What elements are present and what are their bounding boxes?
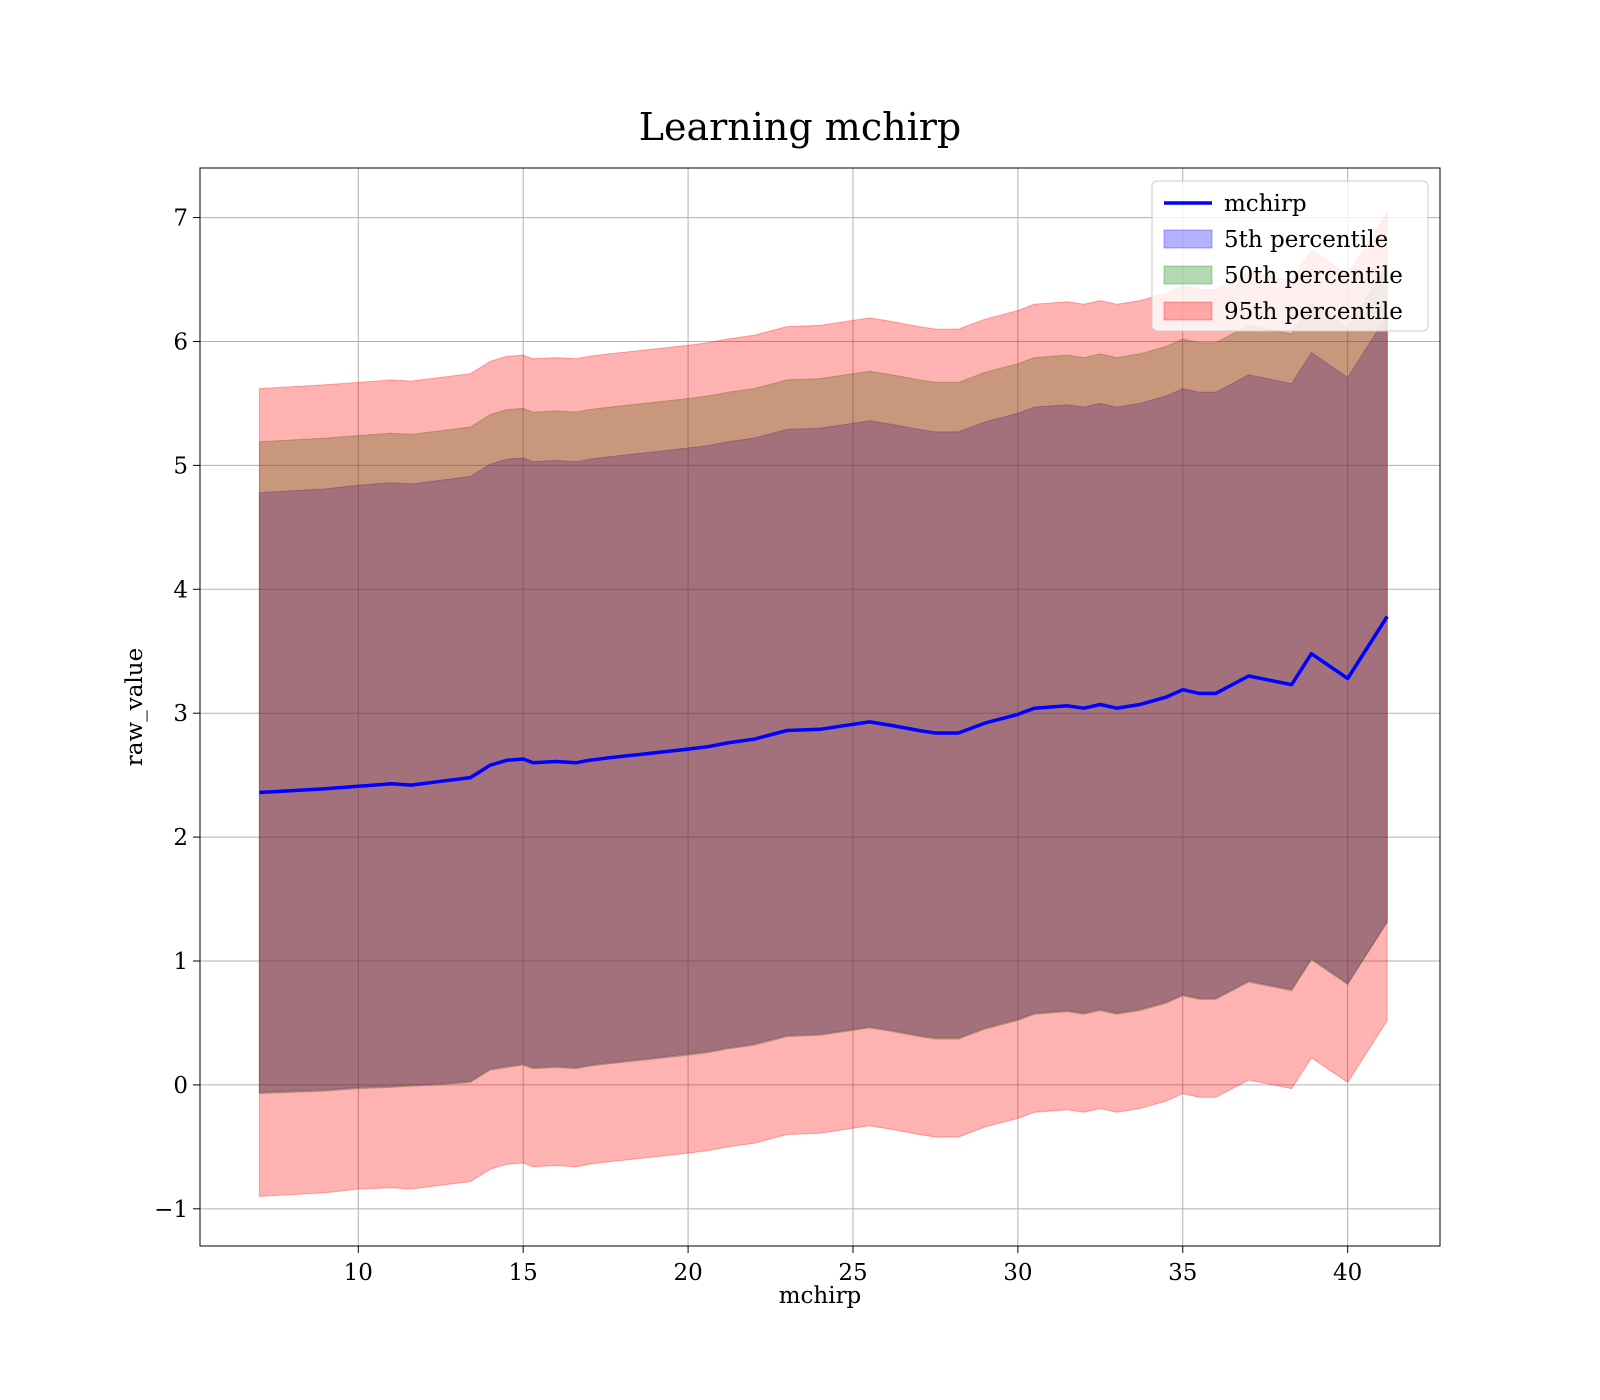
x-tick-label: 30 bbox=[1003, 1260, 1032, 1286]
legend-swatch-band bbox=[1163, 301, 1213, 321]
band-1 bbox=[258, 313, 1388, 1093]
x-tick-label: 20 bbox=[673, 1260, 702, 1286]
legend-box bbox=[1151, 180, 1429, 332]
y-tick-label: 5 bbox=[173, 453, 188, 479]
x-tick-label: 35 bbox=[1168, 1260, 1197, 1286]
y-tick-label: −1 bbox=[154, 1197, 188, 1223]
y-tick-label: 0 bbox=[173, 1073, 188, 1099]
y-tick-label: 7 bbox=[173, 206, 188, 232]
legend-swatch-band bbox=[1163, 265, 1213, 285]
series-lines bbox=[259, 615, 1389, 795]
x-axis-label: mchirp bbox=[779, 1283, 862, 1309]
percentile-bands bbox=[258, 210, 1388, 1197]
x-tick-label: 40 bbox=[1333, 1260, 1362, 1286]
legend-label: 50th percentile bbox=[1224, 263, 1403, 289]
y-tick-label: 3 bbox=[173, 701, 188, 727]
band-2 bbox=[258, 264, 1388, 1095]
x-tick-label: 25 bbox=[838, 1260, 867, 1286]
legend: mchirp 5th percentile 50th percentile 95th … bbox=[1151, 180, 1429, 332]
legend-label: mchirp bbox=[1224, 191, 1307, 217]
band-3 bbox=[258, 210, 1388, 1197]
legend-label: 95th percentile bbox=[1224, 299, 1403, 325]
series-line-1 bbox=[259, 615, 1389, 795]
y-tick-label: 1 bbox=[173, 949, 188, 975]
x-tick-label: 10 bbox=[344, 1260, 373, 1286]
legend-swatch-band bbox=[1163, 229, 1213, 249]
plot-frame bbox=[199, 167, 1441, 1247]
y-tick-label: 6 bbox=[173, 329, 188, 355]
x-tick-label: 15 bbox=[509, 1260, 538, 1286]
legend-label: 5th percentile bbox=[1224, 227, 1388, 253]
x-axis-ticks: 10 15 20 25 30 35 40 bbox=[344, 1246, 1362, 1286]
y-tick-label: 4 bbox=[173, 577, 188, 603]
y-tick-label: 2 bbox=[173, 825, 188, 851]
y-axis-label: raw_value bbox=[122, 648, 148, 766]
grid bbox=[200, 168, 1440, 1246]
chart-title: Learning mchirp bbox=[639, 105, 961, 149]
y-axis-ticks: −1 0 1 2 3 4 5 6 7 bbox=[154, 206, 200, 1223]
